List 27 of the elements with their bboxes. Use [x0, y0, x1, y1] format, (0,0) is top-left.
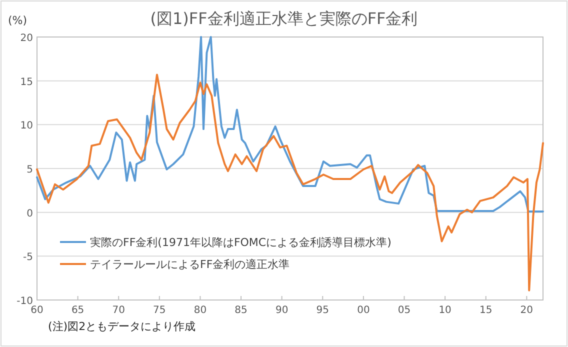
y-tick-label: -10 — [16, 296, 33, 307]
x-tick-label: 75 — [153, 305, 166, 316]
line-series — [36, 74, 544, 292]
y-tick-label: 20 — [20, 33, 33, 44]
x-tick-label: 20 — [520, 305, 534, 316]
legend-label: テイラールールによるFF金利の適正水準 — [90, 258, 290, 271]
x-tick-label: 65 — [71, 305, 84, 316]
text: (注)図2ともデータにより作成 — [48, 320, 196, 333]
y-tick-label: -5 — [23, 252, 33, 264]
x-tick-label: 80 — [194, 305, 207, 316]
chart-title: (図1)FF金利適正水準と実際のFF金利 — [150, 9, 418, 28]
x-tick-label: 10 — [438, 305, 452, 316]
x-tick-label: 70 — [112, 305, 125, 316]
line-series — [36, 36, 544, 212]
x-tick-label: 05 — [398, 305, 411, 316]
y-axis-title: (%) — [8, 14, 28, 27]
x-tick-label: 60 — [30, 305, 44, 316]
y-tick-label: 0 — [26, 208, 33, 220]
x-tick-label: 15 — [480, 305, 492, 316]
x-tick-label: 95 — [316, 305, 330, 316]
x-tick-label: 00 — [357, 305, 370, 316]
x-tick-label: 85 — [234, 305, 248, 316]
y-tick-label: 5 — [26, 164, 33, 176]
x-tick-label: 90 — [275, 305, 288, 316]
y-tick-label: 15 — [20, 76, 33, 88]
y-tick-label: 10 — [20, 120, 33, 132]
legend-label: 実際のFF金利(1971年以降はFOMCによる金利誘導目標水準) — [90, 236, 392, 249]
